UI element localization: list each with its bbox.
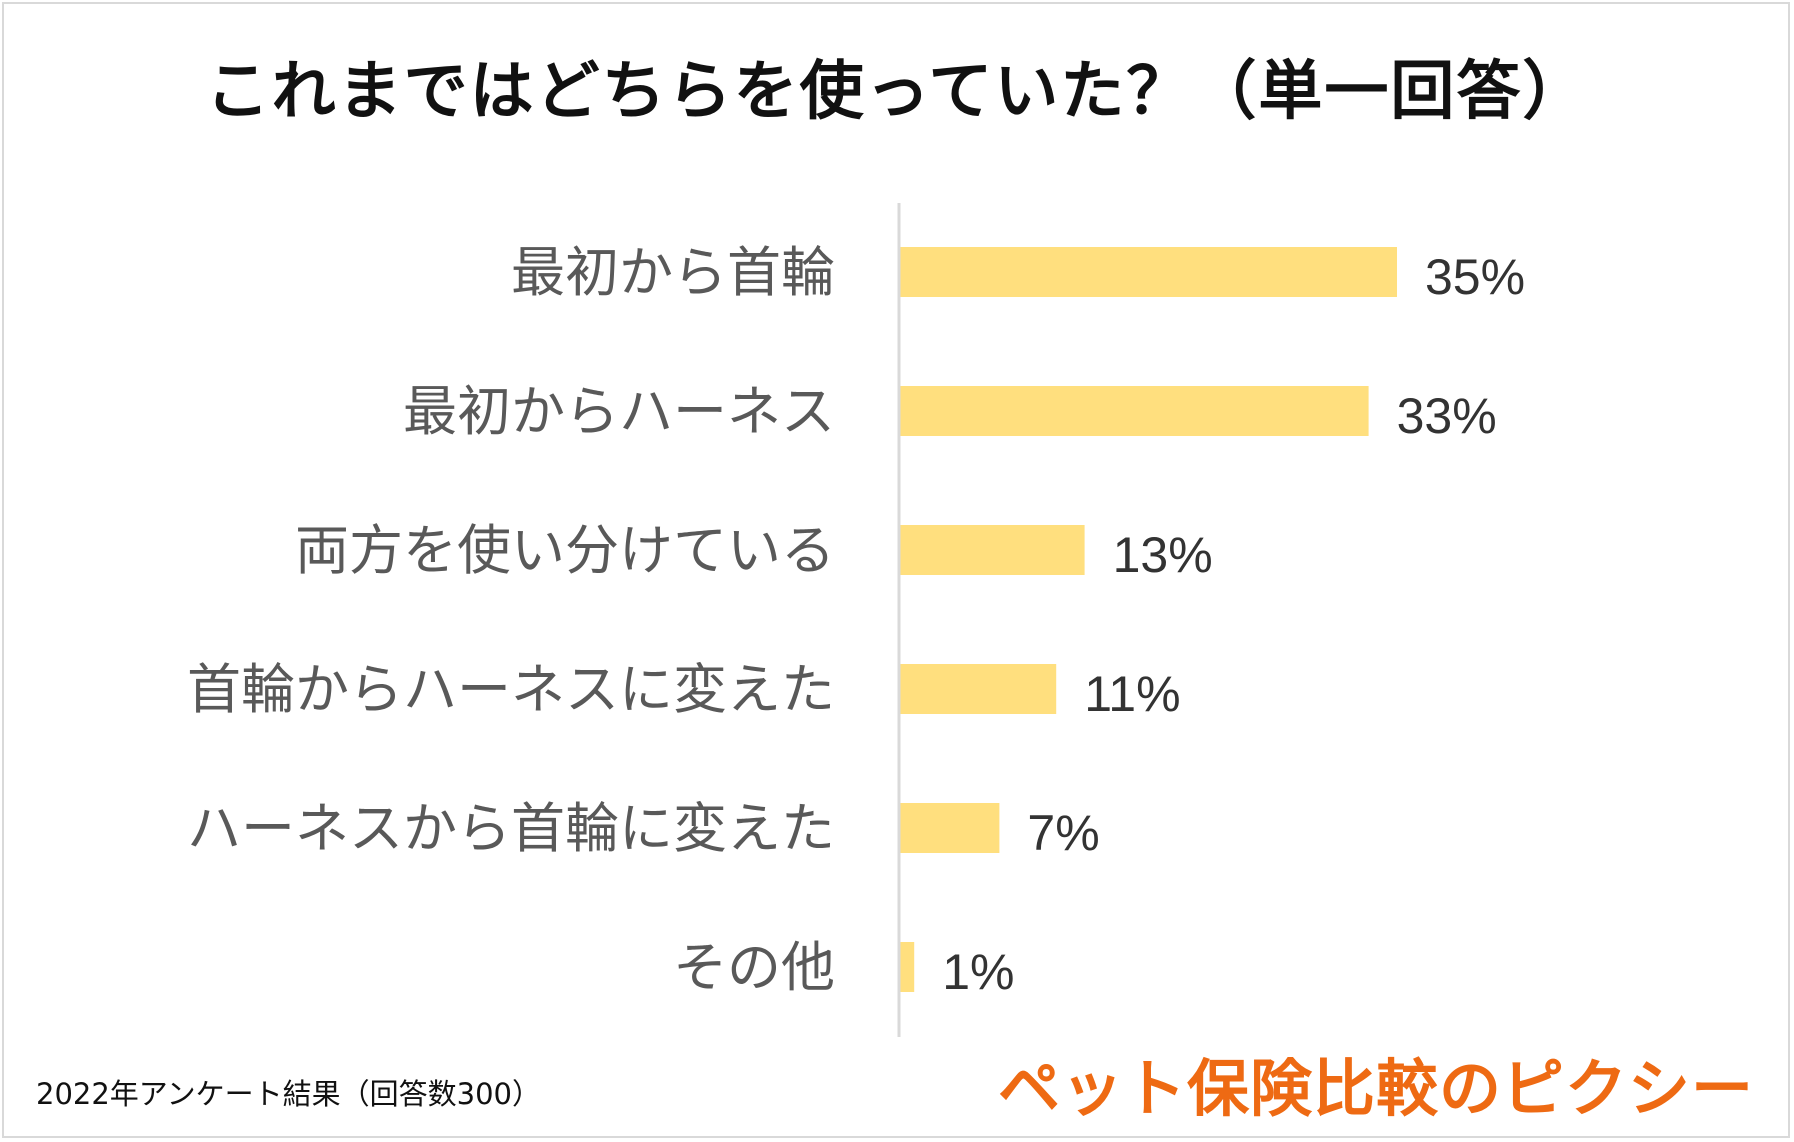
value-label-3: 11% [1084,666,1180,722]
category-label-0: 最初から首輪 [511,241,835,304]
bar-3 [900,664,1057,714]
brand-logo: ペット保険比較のピクシー [997,1052,1754,1125]
bar-5 [900,942,915,992]
bar-0 [900,247,1397,297]
bar-1 [900,386,1369,436]
footnote: 2022年アンケート結果（回答数300） [36,1077,541,1111]
value-label-5: 1% [942,944,1014,1000]
bar-4 [900,803,1000,853]
value-label-1: 33% [1397,388,1497,444]
category-label-3: 首輪からハーネスに変えた [187,658,835,721]
category-label-1: 最初からハーネス [403,380,835,443]
value-label-0: 35% [1425,249,1525,305]
chart-title: これまではどちらを使っていた？（単一回答） [205,55,1589,129]
category-label-4: ハーネスから首輪に変えた [187,797,835,860]
category-label-2: 両方を使い分けている [295,519,835,582]
bar-2 [900,525,1085,575]
value-label-2: 13% [1113,527,1213,583]
category-label-5: その他 [673,936,835,999]
value-label-4: 7% [1027,805,1099,861]
